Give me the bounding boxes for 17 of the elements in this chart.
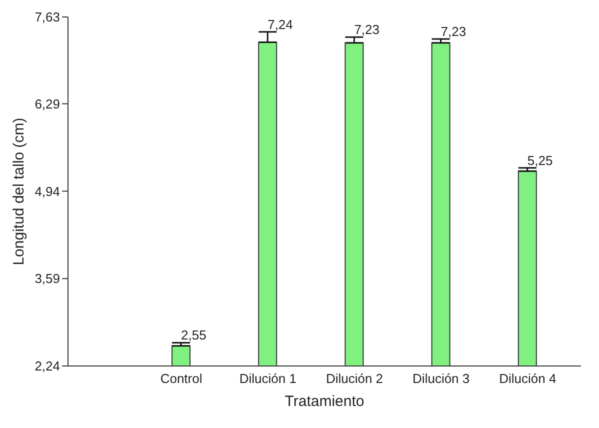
data-label: 5,25 (527, 152, 553, 168)
x-axis-title: Tratamiento (284, 393, 364, 410)
x-tick-label: Dilución 3 (412, 371, 470, 386)
x-tick-label: Dilución 1 (239, 371, 296, 386)
y-tick-label: 2,24 (34, 358, 60, 374)
y-axis-title: Longitud del tallo (cm) (10, 118, 28, 266)
x-tick-label: Dilución 4 (499, 371, 556, 386)
y-tick-label: 3,59 (34, 271, 60, 286)
data-label: 7,23 (354, 22, 380, 38)
x-tick-label: Control (160, 371, 202, 386)
data-label: 7,24 (268, 16, 293, 32)
y-tick-label: 7,63 (34, 10, 60, 25)
data-label: 2,55 (181, 328, 206, 343)
y-tick-label: 6,29 (34, 96, 60, 112)
x-tick-label: Dilución 2 (326, 371, 384, 386)
y-tick-label: 4,94 (34, 184, 60, 199)
data-label: 7,23 (440, 24, 466, 40)
